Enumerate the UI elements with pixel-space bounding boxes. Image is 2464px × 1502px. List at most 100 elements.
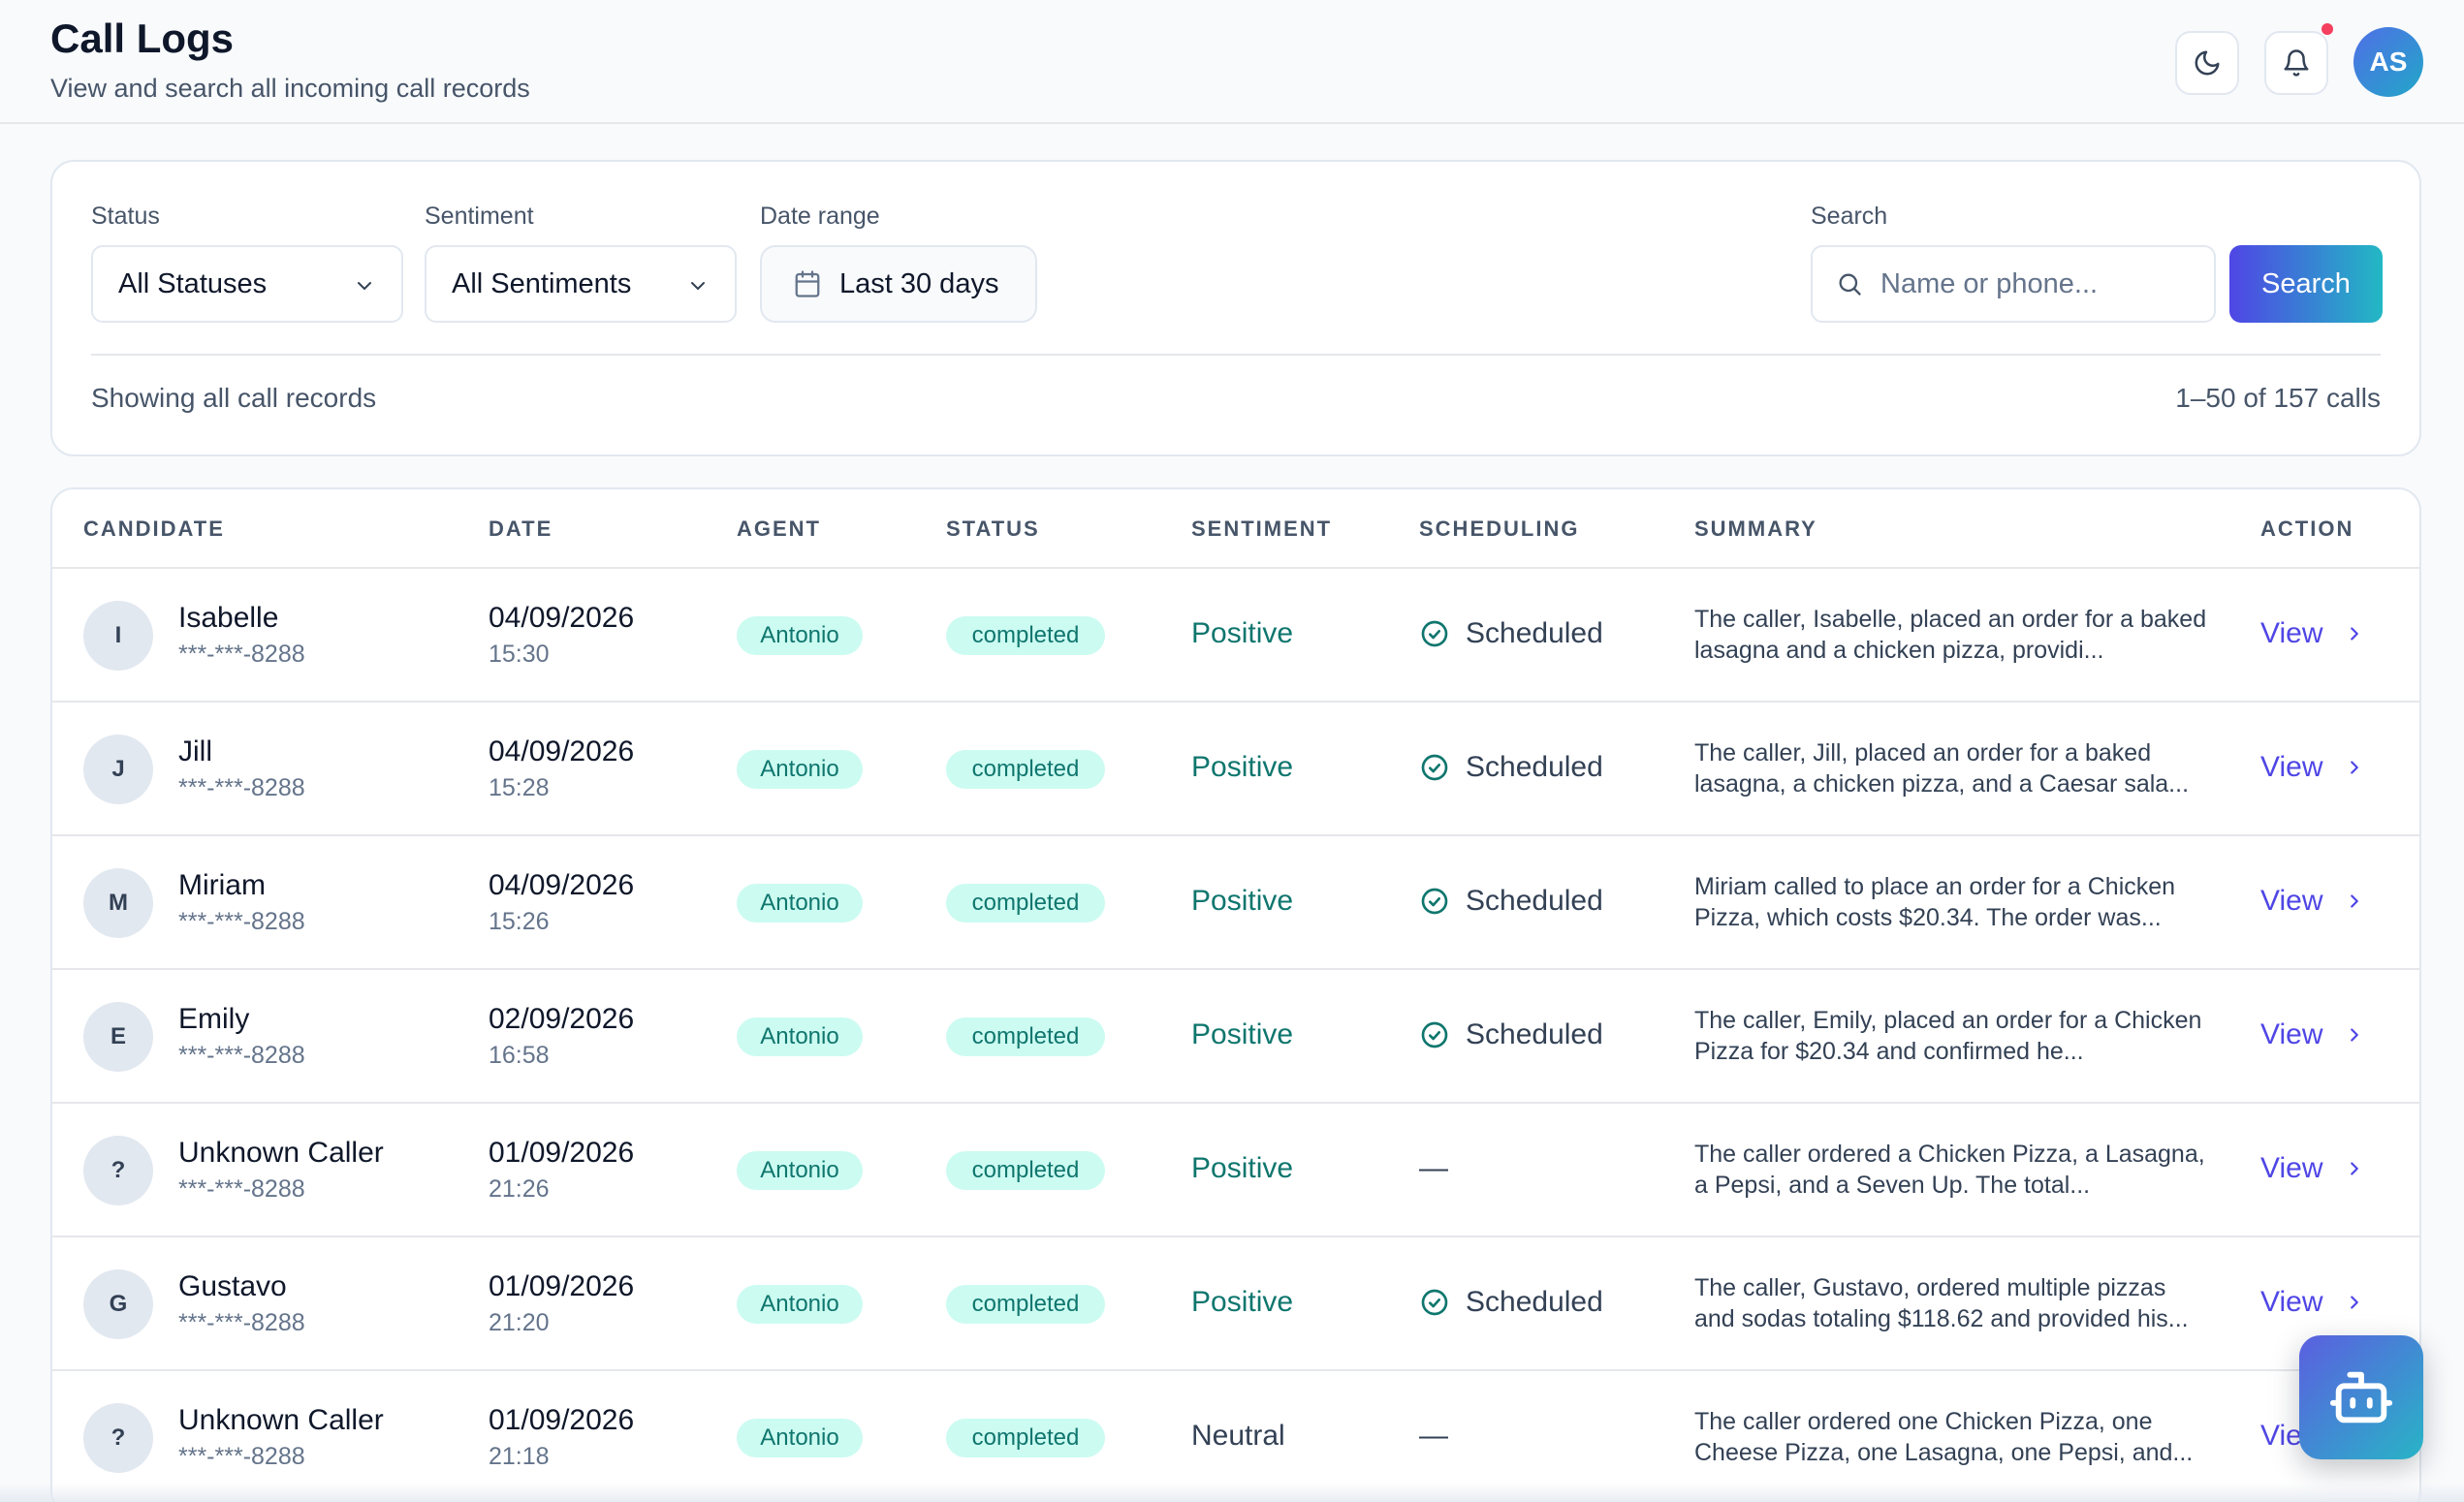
chevron-right-icon bbox=[2351, 761, 2359, 774]
view-label: View bbox=[2260, 1152, 2323, 1184]
candidate-phone: ***-***-8288 bbox=[178, 1175, 305, 1203]
table-row[interactable]: G Gustavo ***-***-8288 01/09/2026 21:20 Anton… bbox=[52, 1237, 2419, 1371]
scheduling-status: Scheduled bbox=[1419, 1018, 1603, 1051]
call-summary: Miriam called to place an order for a Ch… bbox=[1694, 873, 2176, 931]
call-summary: The caller, Emily, placed an order for a… bbox=[1694, 1007, 2202, 1065]
chevron-down-icon bbox=[691, 282, 705, 290]
notification-dot bbox=[2320, 21, 2335, 37]
sentiment-value: Positive bbox=[1191, 1018, 1294, 1050]
scheduling-status: Scheduled bbox=[1419, 885, 1603, 918]
call-time: 15:28 bbox=[489, 774, 550, 801]
candidate-avatar: ? bbox=[83, 1136, 153, 1205]
table-row[interactable]: E Emily ***-***-8288 02/09/2026 16:58 Antonio… bbox=[52, 970, 2419, 1104]
sentiment-filter-select[interactable]: All Sentiments bbox=[425, 245, 737, 323]
moon-icon bbox=[2195, 50, 2220, 76]
call-date: 02/09/2026 bbox=[489, 1003, 635, 1035]
sentiment-value: Positive bbox=[1191, 1152, 1294, 1184]
agent-badge: Antonio bbox=[737, 1419, 863, 1457]
agent-badge: Antonio bbox=[737, 884, 863, 923]
chevron-right-icon bbox=[2351, 1028, 2359, 1042]
call-time: 15:30 bbox=[489, 641, 550, 668]
status-badge: completed bbox=[946, 1285, 1105, 1324]
column-header-agent[interactable]: AGENT bbox=[737, 516, 821, 541]
candidate-name: Jill bbox=[178, 735, 212, 767]
table-row[interactable]: I Isabelle ***-***-8288 04/09/2026 15:30 Anto… bbox=[52, 569, 2419, 703]
status-badge: completed bbox=[946, 884, 1105, 923]
column-header-summary: SUMMARY bbox=[1694, 516, 1817, 541]
column-header-sentiment[interactable]: SENTIMENT bbox=[1191, 516, 1333, 541]
scheduling-status: Scheduled bbox=[1419, 751, 1603, 784]
view-button[interactable]: View bbox=[2260, 885, 2365, 918]
search-button[interactable]: Search bbox=[2229, 245, 2383, 323]
agent-badge: Antonio bbox=[737, 616, 863, 655]
call-summary: The caller, Isabelle, placed an order fo… bbox=[1694, 606, 2207, 664]
call-date: 01/09/2026 bbox=[489, 1404, 635, 1436]
column-header-status[interactable]: STATUS bbox=[946, 516, 1040, 541]
view-button[interactable]: View bbox=[2260, 751, 2365, 784]
sentiment-filter-label: Sentiment bbox=[425, 203, 534, 230]
call-summary: The caller, Gustavo, ordered multiple pi… bbox=[1694, 1274, 2189, 1332]
status-badge: completed bbox=[946, 750, 1105, 789]
candidate-phone: ***-***-8288 bbox=[178, 1309, 305, 1336]
notifications-button[interactable] bbox=[2264, 31, 2328, 95]
column-header-date[interactable]: DATE bbox=[489, 516, 553, 541]
agent-badge: Antonio bbox=[737, 1285, 863, 1324]
candidate-name: Gustavo bbox=[178, 1270, 287, 1302]
scheduling-label: Scheduled bbox=[1466, 1286, 1603, 1318]
call-time: 21:20 bbox=[489, 1309, 550, 1336]
view-label: View bbox=[2260, 751, 2323, 783]
table-row[interactable]: M Miriam ***-***-8288 04/09/2026 15:26 Antoni… bbox=[52, 836, 2419, 970]
view-label: View bbox=[2260, 1286, 2323, 1318]
call-date: 01/09/2026 bbox=[489, 1137, 635, 1169]
status-badge: completed bbox=[946, 616, 1105, 655]
column-header-scheduling[interactable]: SCHEDULING bbox=[1419, 516, 1580, 541]
search-input[interactable] bbox=[1880, 267, 2191, 300]
table-row[interactable]: ? Unknown Caller ***-***-8288 01/09/2026 21:… bbox=[52, 1104, 2419, 1237]
table-row[interactable]: J Jill ***-***-8288 04/09/2026 15:28 Antonio c… bbox=[52, 703, 2419, 836]
call-date: 04/09/2026 bbox=[489, 869, 635, 901]
sentiment-filter-value: All Sentiments bbox=[452, 267, 632, 299]
candidate-phone: ***-***-8288 bbox=[178, 641, 305, 668]
call-summary: The caller ordered one Chicken Pizza, on… bbox=[1694, 1408, 2194, 1466]
sentiment-value: Positive bbox=[1191, 885, 1294, 917]
call-time: 21:18 bbox=[489, 1443, 550, 1470]
date-range-value: Last 30 days bbox=[839, 267, 999, 299]
search-field[interactable] bbox=[1811, 245, 2216, 323]
candidate-phone: ***-***-8288 bbox=[178, 1443, 305, 1470]
agent-badge: Antonio bbox=[737, 750, 863, 789]
check-circle-icon bbox=[1421, 620, 1448, 647]
assistant-bot-button[interactable] bbox=[2299, 1335, 2423, 1459]
view-button[interactable]: View bbox=[2260, 1152, 2365, 1185]
check-circle-icon bbox=[1421, 1021, 1448, 1048]
candidate-avatar: E bbox=[83, 1002, 153, 1072]
call-summary: The caller ordered a Chicken Pizza, a La… bbox=[1694, 1141, 2205, 1199]
agent-badge: Antonio bbox=[737, 1151, 863, 1190]
candidate-avatar: J bbox=[83, 735, 153, 804]
status-filter-label: Status bbox=[91, 203, 160, 230]
candidate-name: Emily bbox=[178, 1003, 250, 1035]
call-date: 01/09/2026 bbox=[489, 1270, 635, 1302]
table-header-divider bbox=[52, 567, 2419, 569]
check-circle-icon bbox=[1421, 888, 1448, 915]
filters-card: Status All Statuses Sentiment All Sentim… bbox=[50, 160, 2421, 456]
date-range-button[interactable]: Last 30 days bbox=[760, 245, 1037, 323]
call-time: 21:26 bbox=[489, 1175, 550, 1203]
column-header-candidate[interactable]: CANDIDATE bbox=[83, 516, 225, 541]
bell-icon bbox=[2284, 49, 2309, 77]
chevron-right-icon bbox=[2351, 1296, 2359, 1309]
view-button[interactable]: View bbox=[2260, 1286, 2365, 1319]
scheduling-status: Scheduled bbox=[1419, 1286, 1603, 1319]
table-row[interactable]: ? Unknown Caller ***-***-8288 01/09/2026 21:… bbox=[52, 1371, 2419, 1502]
theme-toggle-button[interactable] bbox=[2175, 31, 2239, 95]
chevron-down-icon bbox=[358, 282, 371, 290]
candidate-avatar: I bbox=[83, 601, 153, 671]
chevron-right-icon bbox=[2351, 894, 2359, 908]
view-button[interactable]: View bbox=[2260, 617, 2365, 650]
user-avatar[interactable]: AS bbox=[2353, 27, 2423, 97]
candidate-name: Unknown Caller bbox=[178, 1137, 384, 1169]
sentiment-value: Neutral bbox=[1191, 1420, 1285, 1452]
view-button[interactable]: View bbox=[2260, 1018, 2365, 1051]
scheduling-status: Scheduled bbox=[1419, 617, 1603, 650]
call-time: 16:58 bbox=[489, 1042, 550, 1069]
status-filter-select[interactable]: All Statuses bbox=[91, 245, 403, 323]
